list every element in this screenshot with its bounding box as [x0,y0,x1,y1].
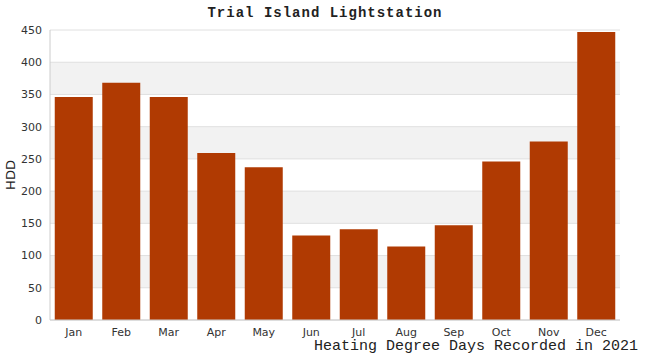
svg-text:Dec: Dec [586,326,607,339]
svg-text:Apr: Apr [207,326,227,339]
html-text:Trial Island Lightstation: Trial Island Lightstation [207,5,443,21]
html-text:Heating Degree Days Recorded i: Heating Degree Days Recorded in 2021 [313,338,638,355]
svg-text:200: 200 [21,185,42,198]
svg-text:Nov: Nov [538,326,560,339]
svg-text:150: 150 [21,217,42,230]
svg-text:Mar: Mar [158,326,179,339]
svg-text:400: 400 [21,56,42,69]
svg-text:100: 100 [21,249,42,262]
svg-text:HDD: HDD [8,160,18,190]
svg-text:0: 0 [35,314,42,327]
svg-text:Jul: Jul [351,326,365,339]
svg-text:450: 450 [21,24,42,37]
svg-text:Feb: Feb [112,326,131,339]
svg-text:300: 300 [21,121,42,134]
svg-text:Oct: Oct [492,326,512,339]
svg-text:350: 350 [21,88,42,101]
svg-text:Jun: Jun [302,326,320,339]
svg-text:50: 50 [28,282,42,295]
svg-text:May: May [252,326,275,339]
svg-text:Jan: Jan [64,326,82,339]
svg-text:250: 250 [21,153,42,166]
svg-text:Aug: Aug [396,326,417,339]
svg-text:Sep: Sep [443,326,464,339]
